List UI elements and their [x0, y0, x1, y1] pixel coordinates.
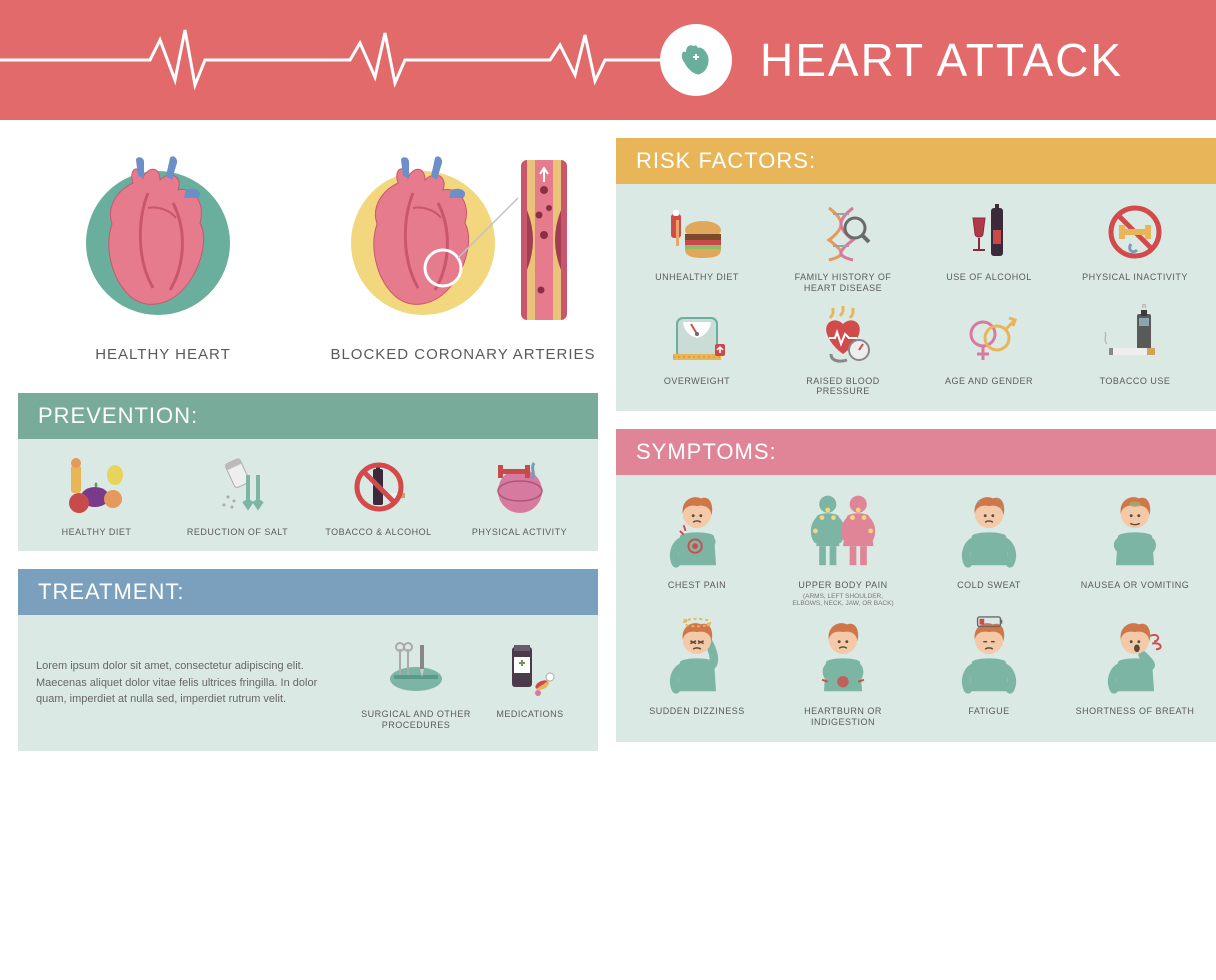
- gender-icon: [955, 302, 1023, 370]
- gender-item: AGE AND GENDER: [918, 302, 1060, 398]
- scale-item: OVERWEIGHT: [626, 302, 768, 398]
- icon-label: FAMILY HISTORY OF HEART DISEASE: [783, 272, 903, 294]
- treatment-body: Lorem ipsum dolor sit amet, consectetur …: [18, 615, 598, 751]
- icon-label: USE OF ALCOHOL: [946, 272, 1032, 283]
- risk-panel: RISK FACTORS: UNHEALTHY DIET FAMILY HIST…: [616, 138, 1216, 411]
- treatment-text: Lorem ipsum dolor sit amet, consectetur …: [36, 658, 324, 708]
- icon-label: REDUCTION OF SALT: [187, 527, 288, 538]
- breath-item: SHORTNESS OF BREATH: [1064, 615, 1206, 728]
- icon-label: TOBACCO & ALCOHOL: [325, 527, 431, 538]
- icon-label: HEALTHY DIET: [62, 527, 132, 538]
- icon-label: SHORTNESS OF BREATH: [1076, 706, 1195, 717]
- ekg-line-icon: [0, 25, 660, 95]
- heart-organ-icon: [676, 40, 716, 80]
- icon-label: OVERWEIGHT: [664, 376, 730, 387]
- icon-label: TOBACCO USE: [1100, 376, 1171, 387]
- salt-icon: [204, 453, 272, 521]
- icon-sublabel: (ARMS, LEFT SHOULDER, ELBOWS, NECK, JAW,…: [788, 593, 898, 607]
- nausea-icon: [1095, 489, 1175, 574]
- symptoms-panel: SYMPTOMS: CHEST PAIN: [616, 429, 1216, 742]
- cigarette-icon: [1101, 302, 1169, 370]
- fitness-item: PHYSICAL ACTIVITY: [451, 453, 588, 538]
- blocked-heart-block: BLOCKED CORONARY ARTERIES: [328, 148, 598, 365]
- icon-label: UNHEALTHY DIET: [655, 272, 739, 283]
- icon-label: PHYSICAL INACTIVITY: [1082, 272, 1188, 283]
- icon-label: AGE AND GENDER: [945, 376, 1033, 387]
- icon-label: UPPER BODY PAIN: [798, 580, 887, 591]
- icon-label: PHYSICAL ACTIVITY: [472, 527, 567, 538]
- no-exercise-item: PHYSICAL INACTIVITY: [1064, 198, 1206, 294]
- blocked-heart-icon: [343, 148, 583, 328]
- pills-icon: [496, 635, 564, 703]
- icon-label: CHEST PAIN: [668, 580, 726, 591]
- page-title: HEART ATTACK: [760, 33, 1123, 87]
- dizzy-item: SUDDEN DIZZINESS: [626, 615, 768, 728]
- risk-title: RISK FACTORS:: [616, 138, 1216, 184]
- no-alcohol-item: TOBACCO & ALCOHOL: [310, 453, 447, 538]
- icon-label: SURGICAL AND OTHER PROCEDURES: [356, 709, 476, 731]
- header: HEART ATTACK: [0, 0, 1216, 120]
- treatment-title: TREATMENT:: [18, 569, 598, 615]
- icon-label: RAISED BLOOD PRESSURE: [783, 376, 903, 398]
- no-exercise-icon: [1101, 198, 1169, 266]
- icon-label: SUDDEN DIZZINESS: [649, 706, 745, 717]
- healthy-heart-label: HEALTHY HEART: [28, 345, 298, 365]
- burger-item: UNHEALTHY DIET: [626, 198, 768, 294]
- wine-item: USE OF ALCOHOL: [918, 198, 1060, 294]
- upper-body-icon: [803, 489, 883, 574]
- healthy-heart-block: HEALTHY HEART: [28, 148, 298, 365]
- heartburn-item: HEARTBURN OR INDIGESTION: [772, 615, 914, 728]
- upper-body-item: UPPER BODY PAIN (ARMS, LEFT SHOULDER, ELB…: [772, 489, 914, 607]
- salt-item: REDUCTION OF SALT: [169, 453, 306, 538]
- veggies-icon: [63, 453, 131, 521]
- no-alcohol-icon: [345, 453, 413, 521]
- cigarette-item: TOBACCO USE: [1064, 302, 1206, 398]
- wine-icon: [955, 198, 1023, 266]
- icon-label: COLD SWEAT: [957, 580, 1021, 591]
- fatigue-item: FATIGUE: [918, 615, 1060, 728]
- prevention-title: PREVENTION:: [18, 393, 598, 439]
- icon-label: HEARTBURN OR INDIGESTION: [783, 706, 903, 728]
- fatigue-icon: [949, 615, 1029, 700]
- treatment-panel: TREATMENT: Lorem ipsum dolor sit amet, c…: [18, 569, 598, 751]
- icon-label: FATIGUE: [968, 706, 1009, 717]
- surgery-item: SURGICAL AND OTHER PROCEDURES: [356, 635, 476, 731]
- chest-pain-item: CHEST PAIN: [626, 489, 768, 607]
- healthy-heart-icon: [78, 148, 248, 328]
- heart-comparison: HEALTHY HEART: [18, 138, 598, 375]
- heartburn-icon: [803, 615, 883, 700]
- bp-icon: [809, 302, 877, 370]
- breath-icon: [1095, 615, 1175, 700]
- fitness-icon: [486, 453, 554, 521]
- risk-grid: UNHEALTHY DIET FAMILY HISTORY OF HEART D…: [616, 184, 1216, 411]
- prevention-grid: HEALTHY DIET REDUCTION OF SALT TOBACCO &…: [18, 439, 598, 552]
- prevention-panel: PREVENTION: HEALTHY DIET REDUCTION OF SA…: [18, 393, 598, 552]
- dizzy-icon: [657, 615, 737, 700]
- blocked-heart-label: BLOCKED CORONARY ARTERIES: [328, 345, 598, 365]
- surgery-icon: [382, 635, 450, 703]
- scale-icon: [663, 302, 731, 370]
- burger-icon: [663, 198, 731, 266]
- chest-pain-icon: [657, 489, 737, 574]
- icon-label: MEDICATIONS: [496, 709, 563, 720]
- dna-icon: [809, 198, 877, 266]
- dna-item: FAMILY HISTORY OF HEART DISEASE: [772, 198, 914, 294]
- symptoms-grid: CHEST PAIN: [616, 475, 1216, 742]
- pills-item: MEDICATIONS: [496, 635, 564, 731]
- symptoms-title: SYMPTOMS:: [616, 429, 1216, 475]
- icon-label: NAUSEA OR VOMITING: [1081, 580, 1190, 591]
- bp-item: RAISED BLOOD PRESSURE: [772, 302, 914, 398]
- sweat-icon: [949, 489, 1029, 574]
- nausea-item: NAUSEA OR VOMITING: [1064, 489, 1206, 607]
- header-badge: [660, 24, 732, 96]
- veggies-item: HEALTHY DIET: [28, 453, 165, 538]
- sweat-item: COLD SWEAT: [918, 489, 1060, 607]
